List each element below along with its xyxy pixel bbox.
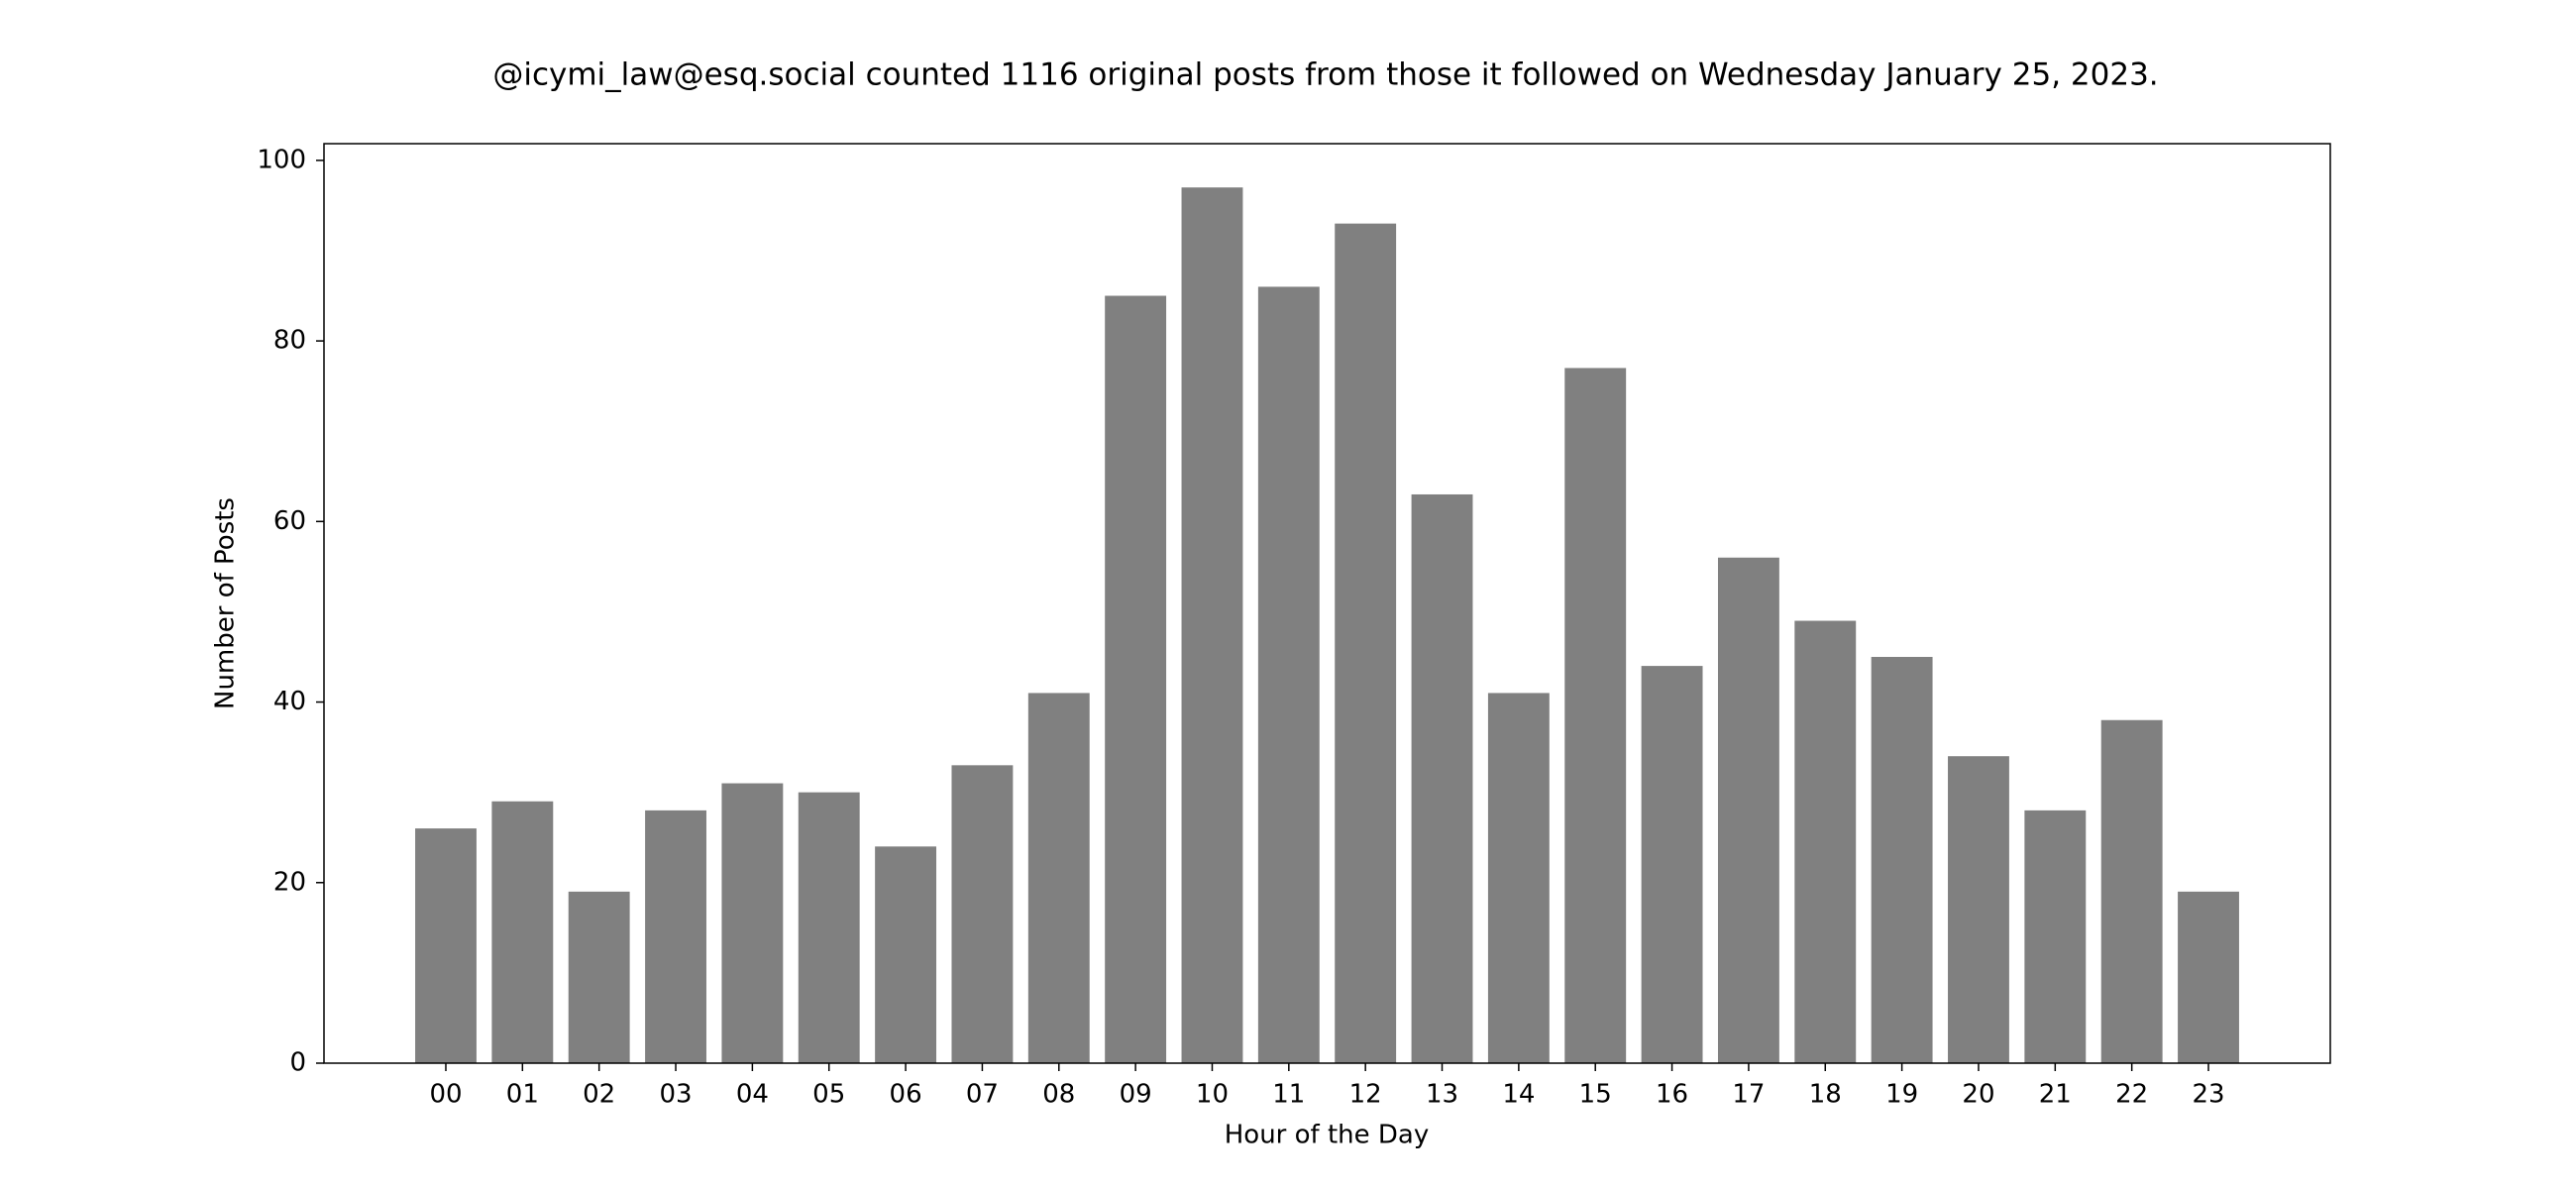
bar — [1181, 187, 1243, 1063]
x-tick-label: 11 — [1272, 1080, 1305, 1110]
bar — [1105, 295, 1167, 1064]
bar — [1487, 693, 1550, 1063]
x-tick-label: 09 — [1120, 1080, 1152, 1110]
bar — [1641, 666, 1703, 1063]
bar — [721, 783, 784, 1063]
bar — [2178, 891, 2239, 1063]
x-tick-label: 01 — [506, 1080, 539, 1110]
x-tick-label: 08 — [1042, 1080, 1075, 1110]
bar — [1411, 493, 1473, 1063]
bar — [415, 828, 477, 1063]
bar — [1794, 620, 1857, 1063]
x-tick-label: 22 — [2115, 1080, 2148, 1110]
bar — [798, 792, 860, 1063]
x-tick-label: 07 — [966, 1080, 999, 1110]
x-tick-label: 20 — [1962, 1080, 1994, 1110]
x-tick-label: 23 — [2192, 1080, 2224, 1110]
x-tick-label: 18 — [1809, 1080, 1842, 1110]
bar — [1717, 557, 1779, 1063]
bar — [2024, 810, 2087, 1063]
y-axis-label: Number of Posts — [211, 497, 241, 709]
x-tick-label: 19 — [1885, 1080, 1918, 1110]
bar — [645, 810, 706, 1063]
y-tick-label: 80 — [273, 326, 306, 356]
bar — [1564, 368, 1627, 1063]
x-tick-label: 16 — [1656, 1080, 1688, 1110]
x-axis-label: Hour of the Day — [1225, 1121, 1430, 1150]
x-tick-label: 03 — [659, 1080, 692, 1110]
x-tick-label: 04 — [736, 1080, 769, 1110]
bar — [568, 891, 630, 1063]
bar — [1335, 223, 1397, 1063]
x-tick-label: 05 — [812, 1080, 845, 1110]
bar — [1871, 656, 1933, 1063]
bar — [1027, 693, 1090, 1063]
bar — [1257, 286, 1320, 1064]
y-tick-label: 60 — [273, 506, 306, 536]
x-tick-label: 21 — [2039, 1080, 2072, 1110]
bar — [2100, 719, 2163, 1063]
x-tick-label: 14 — [1502, 1080, 1535, 1110]
chart-title: @icymi_law@esq.social counted 1116 origi… — [492, 57, 2158, 93]
y-tick-label: 100 — [257, 145, 306, 174]
plot-frame — [323, 143, 2331, 1064]
x-tick-label: 12 — [1349, 1080, 1382, 1110]
bar — [1948, 756, 2009, 1063]
bar — [491, 801, 554, 1063]
y-tick-label: 40 — [273, 687, 306, 716]
x-tick-label: 15 — [1579, 1080, 1612, 1110]
y-tick-label: 20 — [273, 867, 306, 897]
x-tick-label: 02 — [583, 1080, 615, 1110]
bar — [951, 765, 1014, 1063]
x-tick-label: 17 — [1732, 1080, 1765, 1110]
bar — [875, 846, 937, 1063]
x-tick-label: 13 — [1426, 1080, 1458, 1110]
y-tick-label: 0 — [289, 1048, 306, 1078]
x-tick-label: 06 — [890, 1080, 922, 1110]
x-tick-label: 00 — [429, 1080, 462, 1110]
x-tick-label: 10 — [1196, 1080, 1229, 1110]
